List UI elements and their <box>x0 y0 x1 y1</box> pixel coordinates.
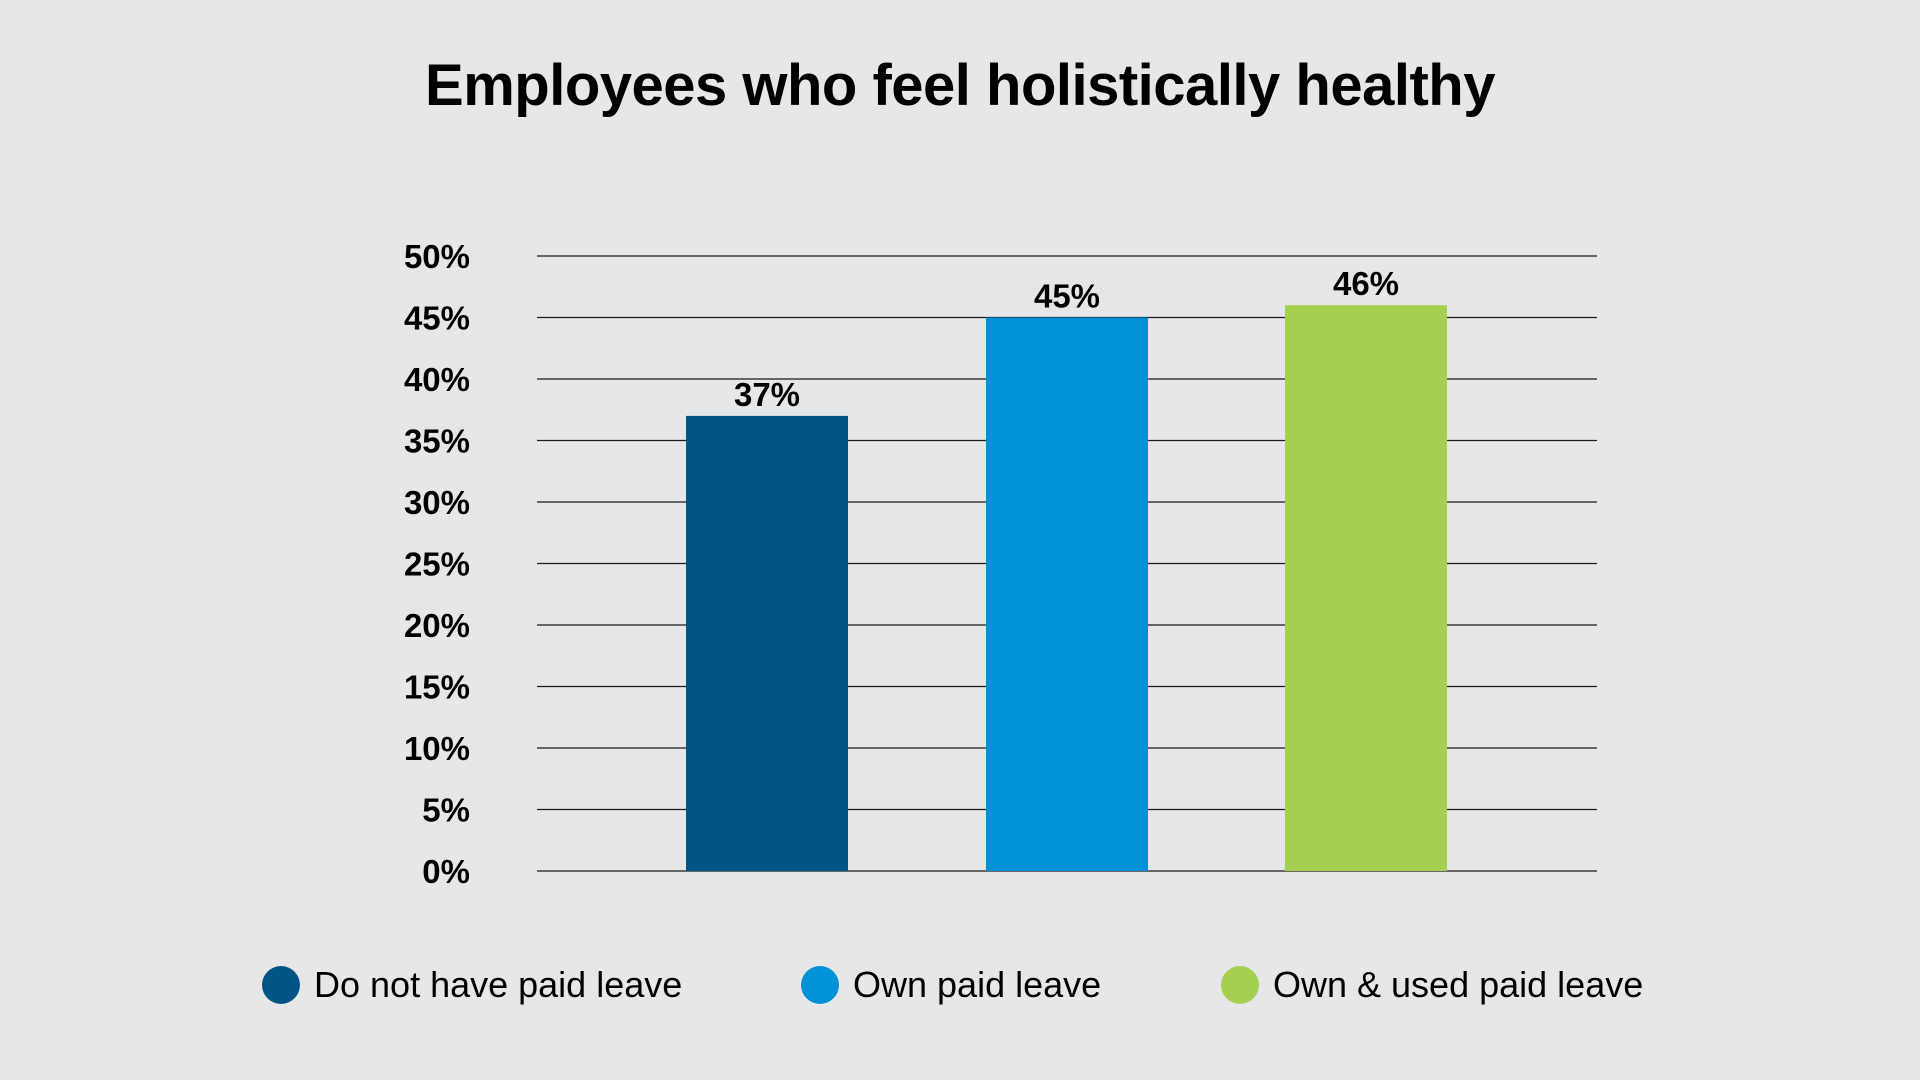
legend-item-do-not-have-paid-leave: Do not have paid leave <box>262 960 682 1010</box>
y-tick-label: 35% <box>404 423 470 460</box>
y-tick-label: 0% <box>422 853 470 890</box>
y-tick-label: 10% <box>404 730 470 767</box>
y-tick-label: 50% <box>404 238 470 275</box>
chart-legend: Do not have paid leave Own paid leave Ow… <box>0 960 1920 1010</box>
y-tick-label: 20% <box>404 607 470 644</box>
legend-swatch <box>262 966 300 1004</box>
data-label: 46% <box>1333 265 1399 302</box>
y-tick-label: 15% <box>404 669 470 706</box>
value-labels: 37% 45% 46% <box>734 265 1399 413</box>
legend-label: Own & used paid leave <box>1273 964 1644 1005</box>
y-tick-label: 30% <box>404 484 470 521</box>
y-tick-label: 40% <box>404 361 470 398</box>
y-tick-label: 25% <box>404 546 470 583</box>
legend-swatch <box>1221 966 1259 1004</box>
legend-item-own-paid-leave: Own paid leave <box>801 960 1101 1010</box>
y-tick-label: 5% <box>422 792 470 829</box>
y-tick-label: 45% <box>404 300 470 337</box>
chart-title: Employees who feel holistically healthy <box>425 53 1495 118</box>
bars <box>686 305 1447 871</box>
legend-item-own-used-paid-leave: Own & used paid leave <box>1221 960 1643 1010</box>
legend-label: Own paid leave <box>853 964 1102 1005</box>
legend-swatch <box>801 966 839 1004</box>
data-label: 45% <box>1034 278 1100 315</box>
y-axis-ticks: 0% 5% 10% 15% 20% 25% 30% 35% 40% 45% 50% <box>404 238 470 890</box>
bar <box>986 317 1148 871</box>
bar <box>1285 305 1447 871</box>
data-label: 37% <box>734 376 800 413</box>
bar <box>686 415 848 871</box>
legend-label: Do not have paid leave <box>314 964 683 1005</box>
